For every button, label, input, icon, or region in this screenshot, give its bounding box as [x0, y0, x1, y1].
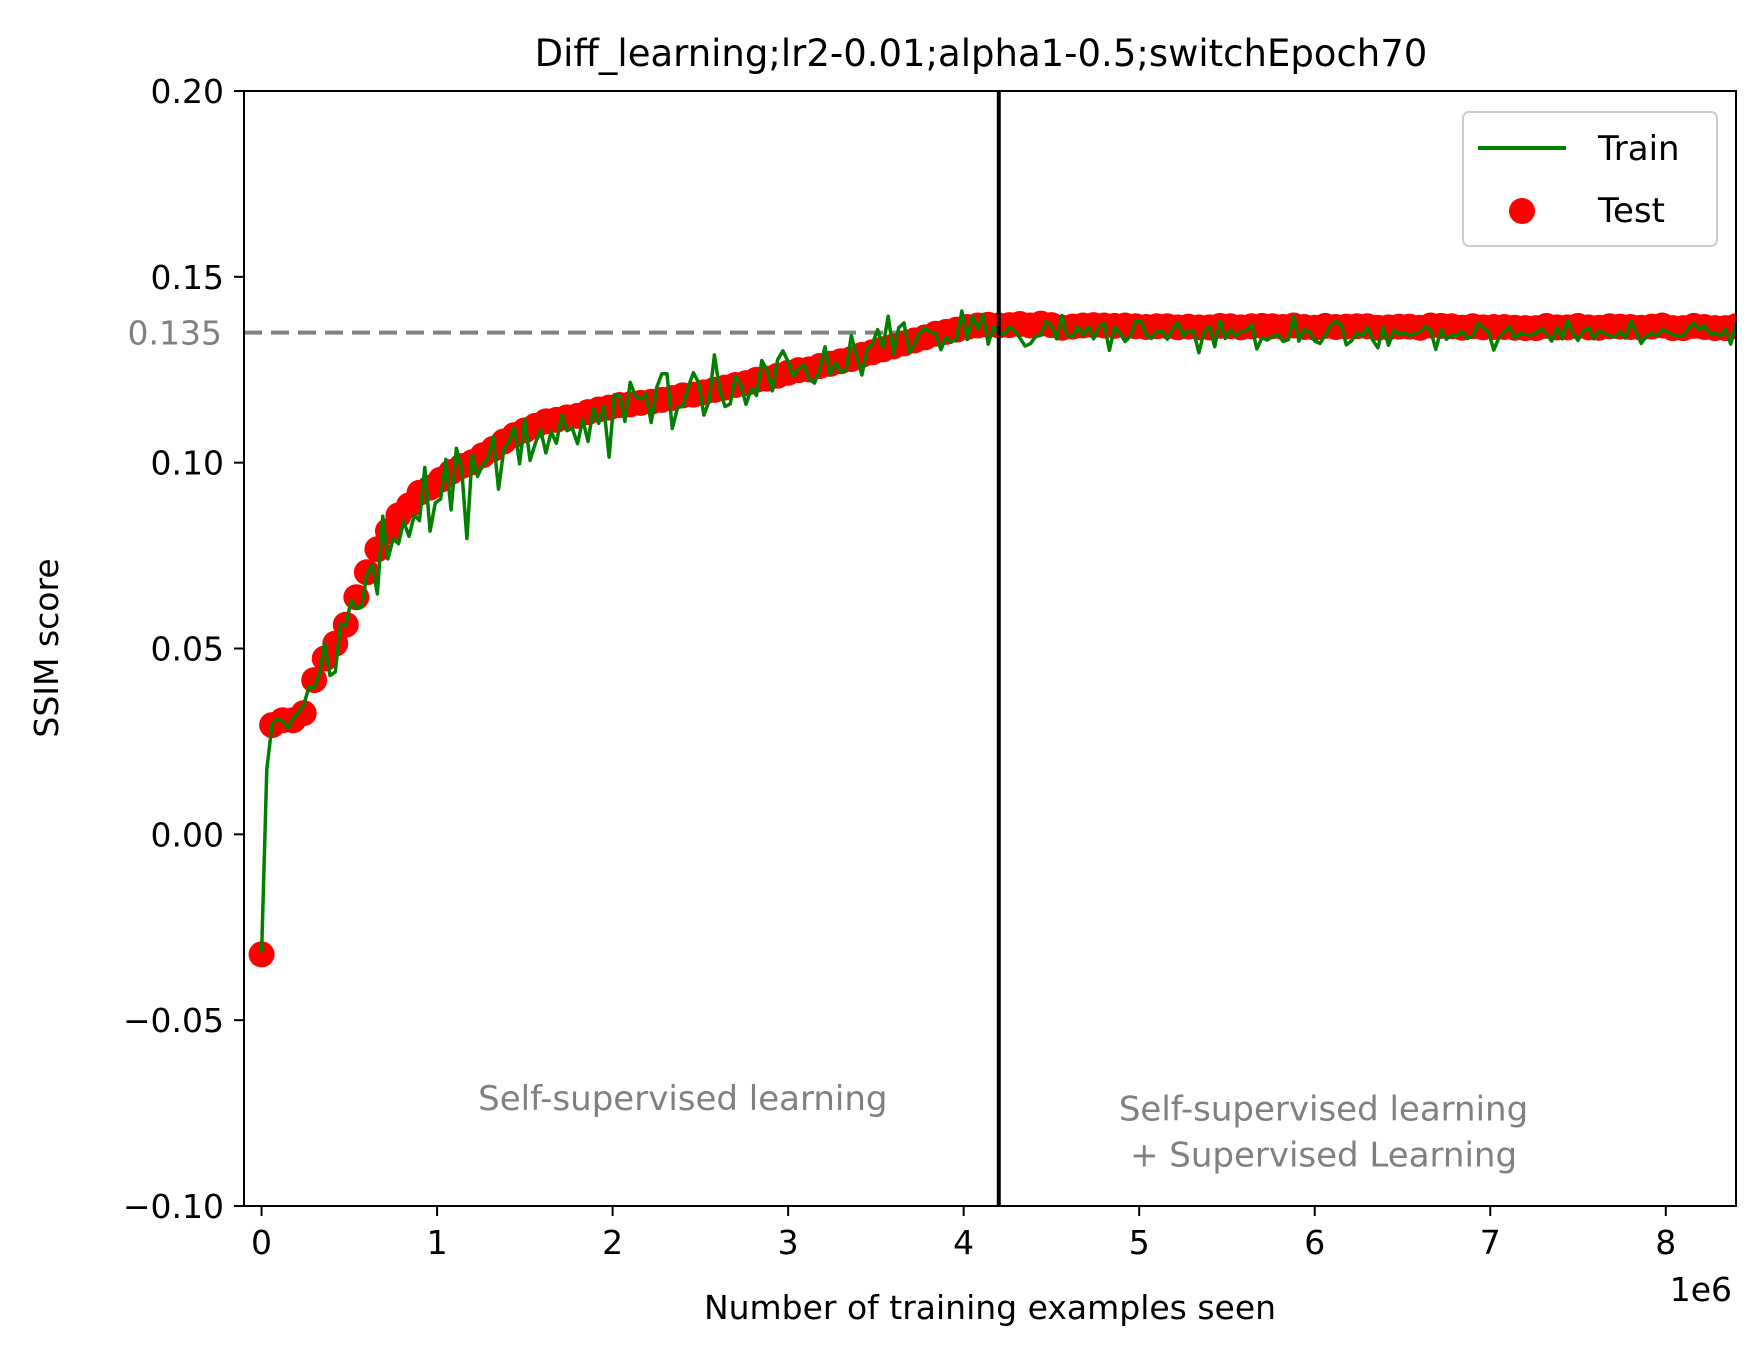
- y-axis: −0.10 −0.05 0.00 0.05 0.10 0.15 0.20: [123, 72, 244, 1226]
- x-tick-label: 0: [251, 1223, 272, 1262]
- y-tick-label: −0.05: [123, 1001, 224, 1040]
- x-tick-label: 5: [1129, 1223, 1150, 1262]
- x-tick-label: 1: [427, 1223, 448, 1262]
- phase-annotations: Self-supervised learning Self-supervised …: [478, 1079, 1528, 1175]
- x-tick-label: 4: [953, 1223, 974, 1262]
- test-point: [322, 630, 349, 657]
- phase-annotation-line: + Supervised Learning: [1130, 1136, 1517, 1176]
- y-axis-label: SSIM score: [27, 558, 66, 737]
- reference-line-label: 0.135: [128, 314, 222, 353]
- x-axis-offset-label: 1e6: [1670, 1270, 1732, 1309]
- legend-test-swatch: [1509, 198, 1535, 224]
- y-tick-label: 0.10: [151, 444, 224, 483]
- chart-title: Diff_learning;lr2-0.01;alpha1-0.5;switch…: [535, 32, 1428, 75]
- y-tick-label: 0.15: [151, 258, 224, 297]
- phase-annotation-line: Self-supervised learning: [478, 1079, 887, 1119]
- x-tick-label: 2: [602, 1223, 623, 1262]
- legend: Train Test: [1462, 111, 1718, 247]
- y-tick-label: 0.20: [151, 72, 224, 111]
- x-axis-label: Number of training examples seen: [704, 1288, 1276, 1327]
- phase-annotation-line: Self-supervised learning: [1119, 1090, 1528, 1130]
- test-point: [248, 941, 275, 968]
- x-tick-label: 3: [778, 1223, 799, 1262]
- x-tick-label: 8: [1655, 1223, 1676, 1262]
- x-tick-label: 7: [1480, 1223, 1501, 1262]
- legend-test-label: Test: [1597, 191, 1665, 231]
- y-tick-label: 0.05: [151, 630, 224, 669]
- x-axis: 0 1 2 3 4 5 6 7 8: [251, 1206, 1676, 1262]
- test-point: [290, 700, 317, 727]
- legend-train-label: Train: [1597, 129, 1680, 169]
- y-tick-label: 0.00: [151, 815, 224, 854]
- x-tick-label: 6: [1304, 1223, 1325, 1262]
- y-tick-label: −0.10: [123, 1187, 224, 1226]
